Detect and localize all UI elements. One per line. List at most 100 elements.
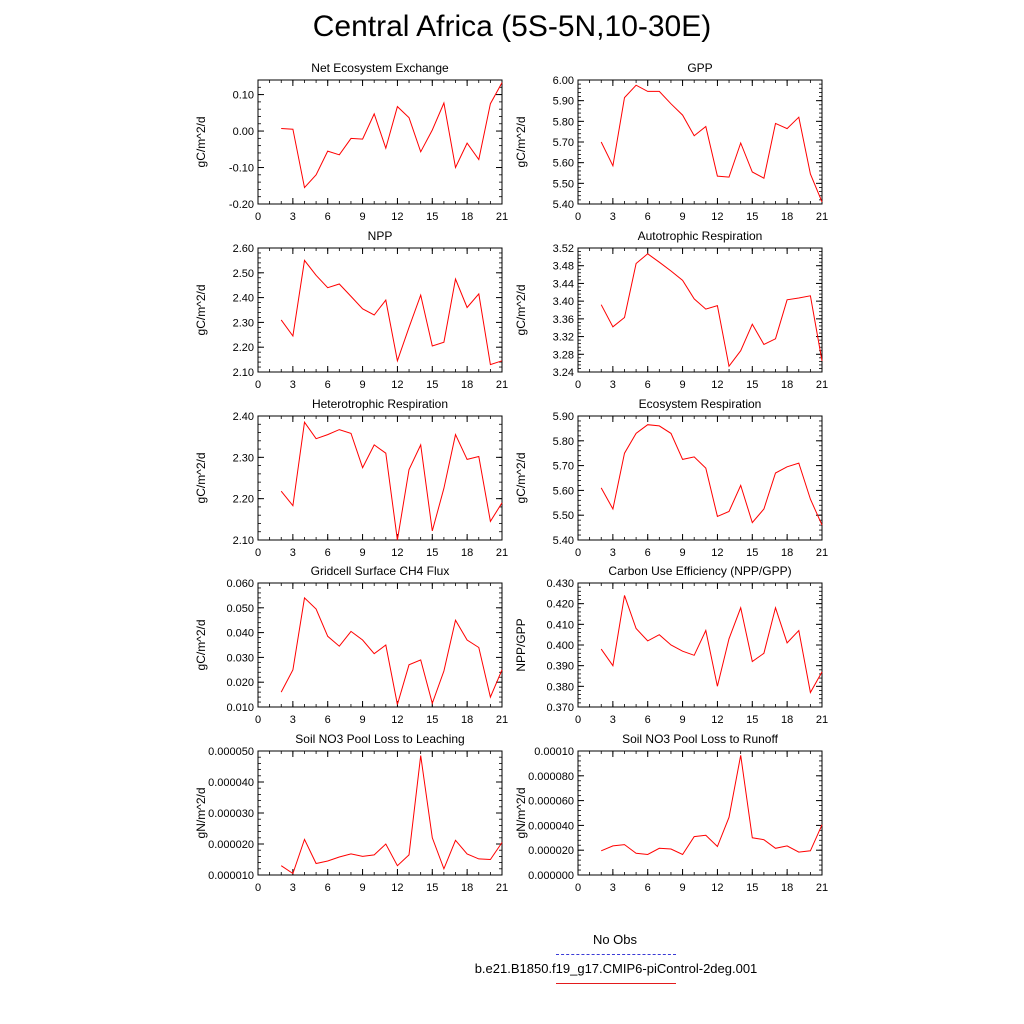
x-tick-label: 3 (610, 379, 616, 391)
x-tick-label: 12 (711, 882, 723, 894)
x-tick-label: 6 (645, 714, 651, 726)
legend-case-line (556, 983, 676, 984)
chart-panel-9: Soil NO3 Pool Loss to RunoffgN/m^2/d0.00… (514, 732, 828, 894)
x-tick-label: 0 (255, 547, 261, 559)
plot-frame (577, 247, 823, 373)
x-tick-label: 6 (645, 211, 651, 223)
figure-title: Central Africa (5S-5N,10-30E) (312, 10, 712, 43)
chart-panel-1: GPP gC/m^2/d 5.40 5.50 5.60 5.70 5.80 5.90 6.00 0… (514, 61, 828, 223)
x-tick-label: 21 (496, 714, 508, 726)
y-tick-label: 0.410 (546, 619, 574, 631)
legend-case-label: b.e21.B1850.f19_g17.CMIP6-piControl-2deg… (474, 961, 758, 976)
plot-frame (257, 750, 503, 876)
y-tick-label: 0.010 (226, 702, 254, 714)
panel-title: Net Ecosystem Exchange (311, 61, 449, 75)
y-tick-label: 5.50 (553, 178, 574, 190)
y-tick-label: 3.28 (553, 349, 574, 361)
series-line-0 (280, 755, 503, 875)
chart-panel-0: Net Ecosystem Exchange gC/m^2/d -0.20 -0.10… (194, 61, 508, 223)
x-tick-label: 6 (325, 379, 331, 391)
chart-panel-7: Carbon Use Efficiency (NPP/GPP) NPP/GPP 0.… (514, 564, 828, 726)
y-axis-label: gC/m^2/d (194, 117, 208, 168)
panel-title: Gridcell Surface CH4 Flux (311, 564, 450, 578)
x-tick-label: 12 (391, 882, 403, 894)
plot-frame (577, 582, 823, 708)
y-tick-label: 2.50 (233, 268, 254, 280)
y-tick-label: 0.000080 (528, 771, 574, 783)
x-tick-label: 18 (461, 547, 473, 559)
x-tick-label: 15 (426, 379, 438, 391)
x-tick-label: 0 (255, 714, 261, 726)
y-tick-label: 2.30 (233, 317, 254, 329)
x-tick-label: 12 (391, 211, 403, 223)
x-tick-label: 3 (610, 882, 616, 894)
x-tick-label: 9 (360, 379, 366, 391)
y-tick-label: 2.20 (233, 342, 254, 354)
x-tick-label: 18 (461, 882, 473, 894)
y-tick-label: 2.10 (233, 367, 254, 379)
x-tick-label: 6 (645, 379, 651, 391)
y-tick-label: 0.380 (546, 681, 574, 693)
x-tick-label: 9 (360, 714, 366, 726)
y-tick-label: 2.30 (233, 452, 254, 464)
series-line-0 (600, 595, 823, 694)
y-axis-label: gC/m^2/d (514, 453, 528, 504)
y-tick-label: 3.44 (553, 278, 574, 290)
chart-panel-8: Soil NO3 Pool Loss to LeachinggN/m^2/d0.… (194, 732, 508, 894)
x-tick-label: 15 (426, 547, 438, 559)
plot-frame (257, 247, 503, 373)
y-tick-label: 5.70 (553, 461, 574, 473)
y-tick-label: 5.60 (553, 485, 574, 497)
y-tick-label: 0.000040 (528, 820, 574, 832)
y-tick-label: 5.50 (553, 510, 574, 522)
x-tick-label: 3 (290, 547, 296, 559)
plot-frame (577, 750, 823, 876)
y-tick-label: 0.050 (226, 603, 254, 615)
x-tick-label: 3 (290, 882, 296, 894)
y-tick-label: 0.370 (546, 702, 574, 714)
x-tick-label: 21 (496, 882, 508, 894)
y-tick-label: 2.40 (233, 411, 254, 423)
y-tick-label: 0.10 (233, 90, 254, 102)
plot-frame (577, 79, 823, 205)
x-tick-label: 18 (461, 379, 473, 391)
series-line-0 (600, 424, 823, 526)
y-tick-label: 5.90 (553, 96, 574, 108)
x-tick-label: 18 (781, 714, 793, 726)
y-tick-label: 0.400 (546, 640, 574, 652)
legend-obs-label: No Obs (592, 932, 638, 947)
y-tick-label: 0.00010 (534, 746, 574, 758)
panel-title: Autotrophic Respiration (638, 229, 763, 243)
chart-panel-5: Ecosystem Respiration gC/m^2/d 5.40 5.50 5.6… (514, 397, 828, 559)
y-tick-label: -0.20 (229, 199, 254, 211)
x-tick-label: 18 (781, 547, 793, 559)
y-axis-label: gN/m^2/d (514, 788, 528, 839)
y-axis-label: gC/m^2/d (514, 117, 528, 168)
y-tick-label: 6.00 (553, 75, 574, 87)
x-tick-label: 0 (575, 379, 581, 391)
chart-panel-4: Heterotrophic Respiration gC/m^2/d 2.10 2.2… (194, 397, 508, 559)
plot-frame (257, 415, 503, 541)
x-tick-label: 21 (496, 547, 508, 559)
y-tick-label: 0.000040 (208, 777, 254, 789)
panel-title: NPP (368, 229, 393, 243)
x-tick-label: 6 (325, 882, 331, 894)
series-line-0 (280, 259, 503, 366)
x-tick-label: 21 (816, 547, 828, 559)
x-tick-label: 9 (680, 714, 686, 726)
y-tick-label: 5.80 (553, 436, 574, 448)
y-tick-label: 3.32 (553, 332, 574, 344)
x-tick-label: 15 (746, 547, 758, 559)
y-tick-label: 5.80 (553, 116, 574, 128)
x-tick-label: 6 (645, 882, 651, 894)
y-tick-label: 5.90 (553, 411, 574, 423)
y-axis-label: gC/m^2/d (194, 285, 208, 336)
x-tick-label: 12 (391, 547, 403, 559)
x-tick-label: 3 (290, 714, 296, 726)
y-tick-label: 3.52 (553, 243, 574, 255)
y-tick-label: 0.030 (226, 652, 254, 664)
x-tick-label: 21 (816, 714, 828, 726)
x-tick-label: 18 (781, 882, 793, 894)
y-tick-label: 0.020 (226, 677, 254, 689)
y-tick-label: 0.000060 (528, 796, 574, 808)
